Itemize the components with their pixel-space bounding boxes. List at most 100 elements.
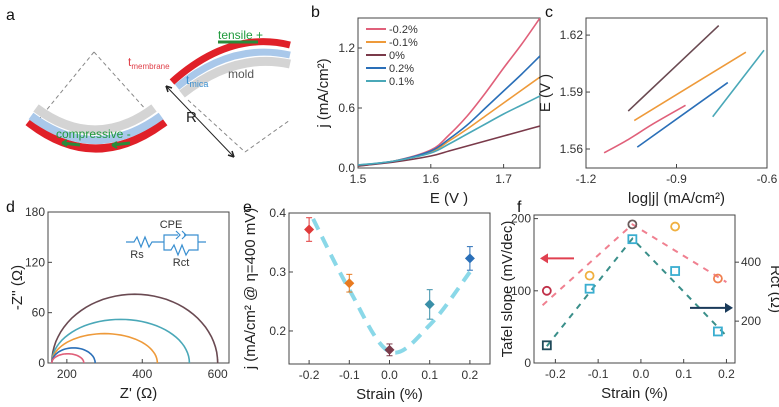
nyquist-arc-0% (51, 293, 219, 364)
x-tick-label: -0.2 (299, 368, 320, 382)
y-axis-label: j (mA/cm²) (315, 58, 332, 128)
series-line-0.2% (358, 55, 540, 166)
x-axis-label: log|j| (mA/cm²) (628, 190, 725, 207)
x-tick-label: 1.5 (350, 172, 367, 186)
equivalent-circuit-icon (126, 230, 206, 257)
x-tick-label: 0.1 (421, 368, 438, 382)
left-arrowhead-icon (540, 253, 548, 264)
x-axis-label: Strain (%) (356, 386, 423, 403)
x-axis-label: Strain (%) (601, 385, 668, 402)
y-tick-label: 1.56 (560, 142, 584, 156)
y-tick-label: 200 (511, 212, 531, 226)
y-tick-label: 1.2 (338, 41, 355, 55)
nyquist-arc-0.2% (51, 347, 96, 363)
tafel-line-0% (627, 25, 720, 112)
mold-layer (179, 56, 291, 98)
plot-frame (288, 212, 491, 365)
tafel-point-circle (584, 270, 595, 281)
strain-schematic: compressive - tensile + mold tmembrane t… (25, 28, 291, 158)
x-tick-label: 1.7 (495, 172, 512, 186)
arrowhead-icon (111, 141, 118, 149)
compressive-arrow-icon (61, 141, 81, 147)
x-tick-label: 400 (132, 367, 152, 381)
plot-frame (47, 211, 230, 364)
panel-label-b: b (311, 4, 320, 21)
y-tick-label: 0.3 (269, 265, 286, 279)
cpe-symbol (175, 230, 187, 240)
rct-point-square (670, 266, 681, 276)
nyquist-arc--0.2% (51, 353, 85, 363)
arrowhead-icon (165, 85, 235, 158)
rct-point-square (541, 340, 552, 351)
data-point-diamond (384, 344, 395, 355)
tafel-line-0.1% (712, 49, 765, 118)
y-axis-label: -Z'' (Ω) (9, 265, 26, 310)
radius-arrow-icon (165, 85, 235, 158)
legend-label: 0.2% (389, 63, 414, 75)
series-line--0.1% (358, 76, 540, 167)
rct-point-square (584, 283, 595, 294)
legend-label: 0% (389, 50, 405, 62)
right-arrowhead-icon (725, 302, 733, 313)
x-axis-label: E (V ) (430, 190, 468, 207)
mold-label: mold (228, 67, 254, 81)
y-tick-label: 0.0 (338, 161, 355, 175)
tensile-label: tensile + (218, 28, 263, 42)
x-tick-label: 0.2 (718, 367, 735, 381)
tafel-point-circle (541, 285, 552, 296)
rs-label: Rs (130, 249, 144, 261)
chart-c: -1.2 -0.9 -0.6 1.56 1.59 1.62 log|j| (mA/cm²) E… (537, 17, 778, 207)
membrane-thickness-label: tmembrane (128, 55, 170, 71)
x-tick-label: 200 (57, 367, 77, 381)
tafel-line-0.2% (636, 81, 729, 148)
mold-layer (33, 104, 157, 135)
y-axis-label: j (mA/cm² @ η=400 mV) (242, 208, 259, 371)
y-right-axis-label: Rct (Ω) (767, 265, 779, 313)
tafel-line--0.2% (603, 104, 686, 154)
x-tick-label: -0.1 (339, 368, 360, 382)
compressive-arrow-icon (111, 141, 131, 147)
nyquist-arc--0.1% (51, 332, 159, 364)
plot-frame (533, 214, 736, 364)
mica-layer (174, 48, 291, 90)
arrowhead-icon (61, 139, 68, 147)
y-tick-label: 1.59 (560, 85, 584, 99)
y-tick-label: 0 (524, 356, 531, 370)
x-tick-label: -0.9 (666, 172, 687, 186)
tafel-line--0.1% (633, 51, 747, 122)
series-line-0% (358, 125, 540, 167)
mica-thickness-label: tmica (186, 73, 208, 89)
x-tick-label: -1.2 (576, 172, 597, 186)
chart-e: -0.2 -0.1 0.0 0.1 0.2 0.2 0.3 0.4 Strain (%) j (m… (242, 206, 491, 403)
compressive-label: compressive - (56, 127, 131, 141)
tafel-point-circle (670, 221, 681, 232)
radius-guide-line (39, 51, 95, 119)
panel-label-c: c (545, 4, 553, 21)
chart-d: 200 400 600 0 60 120 180 Z' (Ω) -Z'' (Ω) CPE Rs Rct (9, 205, 230, 402)
plot-frame (357, 17, 541, 169)
y-tick-label: 1.62 (560, 28, 584, 42)
rct-point-square (627, 234, 638, 245)
legend-label: -0.1% (389, 37, 418, 49)
x-tick-label: -0.1 (588, 367, 609, 381)
charts: 1.5 1.6 1.70.00.61.2E (V )j (mA/cm²)-0.2%-… (9, 17, 779, 403)
mica-layer (28, 112, 164, 144)
data-point-diamond (424, 299, 435, 310)
y-right-tick-label: 200 (741, 314, 761, 328)
tafel-point-circle (627, 219, 638, 230)
y-tick-label: 0 (38, 356, 45, 370)
y-tick-label: 180 (25, 205, 45, 219)
legend-label: -0.2% (389, 24, 418, 36)
panel-label-d: d (6, 199, 15, 216)
y-tick-label: 100 (511, 284, 531, 298)
x-tick-label: 0.1 (675, 367, 692, 381)
x-tick-label: 1.6 (422, 172, 439, 186)
radius-guide-line (244, 119, 291, 153)
data-point-diamond (304, 224, 315, 235)
data-point-diamond (464, 253, 475, 264)
y-axis-label: E (V ) (537, 74, 554, 112)
tafel-point-circle (712, 273, 723, 284)
x-tick-label: -0.2 (545, 367, 566, 381)
y-tick-label: 120 (25, 255, 45, 269)
membrane-layer (25, 118, 168, 153)
